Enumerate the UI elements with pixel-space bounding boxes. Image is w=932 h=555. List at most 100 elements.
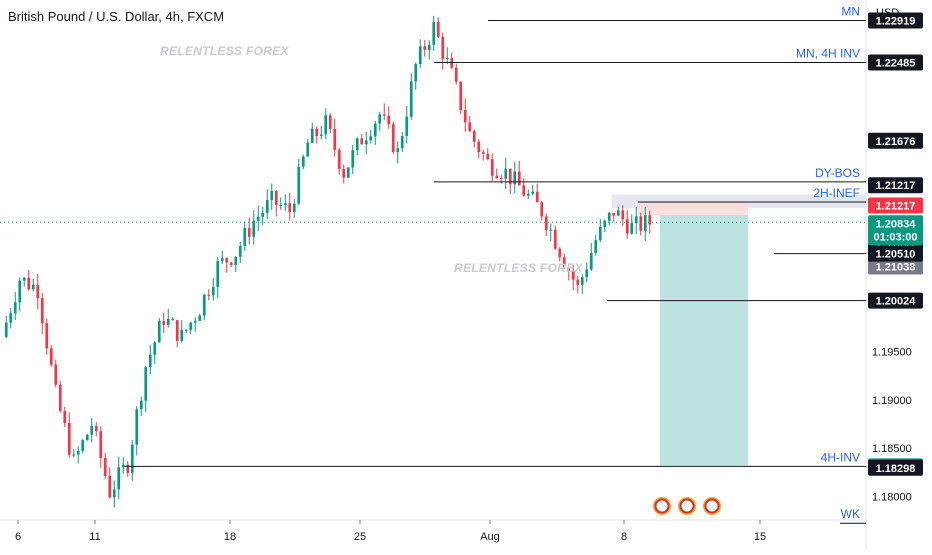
price-tag-bg <box>868 197 923 214</box>
candle-body <box>378 114 382 124</box>
price-tag: 1.22485 <box>876 57 916 69</box>
candle-body <box>90 425 94 435</box>
candle-body <box>225 258 229 263</box>
candle-body <box>459 81 463 111</box>
candle-body <box>643 215 647 231</box>
candle-body <box>423 46 427 50</box>
grid <box>0 0 867 550</box>
candle-body <box>621 210 625 220</box>
candle-body <box>144 367 148 401</box>
candle-body <box>247 228 251 237</box>
candle-body <box>94 425 98 432</box>
x-tick-label: 15 <box>754 531 766 543</box>
candle-body <box>351 150 355 168</box>
price-tag-bg <box>868 292 923 309</box>
candle-body <box>148 354 152 368</box>
currency-label: USD <box>876 7 900 19</box>
candle-body <box>553 229 557 249</box>
level-label: MN <box>841 4 860 18</box>
x-tick-label: 25 <box>354 531 366 543</box>
candle-body <box>576 279 580 285</box>
axes: 1.19500 1.19000 1.18500 1.18000 6 11 18 25 Aug 8 1… <box>15 346 912 543</box>
price-tag-bg <box>868 258 923 275</box>
candle-body <box>360 138 364 145</box>
price-tag: 1.18298 <box>876 463 916 475</box>
candle-body <box>499 178 503 180</box>
price-tag: 1.21038 <box>876 262 916 274</box>
level-label: MN, 4H INV <box>796 46 860 60</box>
candle-body <box>315 128 319 136</box>
x-tick-label: 18 <box>224 531 236 543</box>
candle-body <box>4 322 8 337</box>
candle-body <box>625 219 629 234</box>
candle-body <box>103 457 107 476</box>
candle-body <box>495 175 499 179</box>
level-label: WK <box>841 507 860 521</box>
candle-body <box>175 320 179 341</box>
candle-body <box>166 318 170 325</box>
candle-body <box>607 212 611 221</box>
candle-body <box>18 280 22 303</box>
candle-body <box>45 323 49 349</box>
candle-body <box>373 123 377 137</box>
candle-body <box>409 81 413 117</box>
candle-body <box>531 191 535 194</box>
candle-body <box>40 298 44 324</box>
current-price-tag-bg <box>868 215 923 246</box>
flag-icon-inner <box>654 498 670 514</box>
candle-body <box>387 115 391 125</box>
candle-body <box>76 450 80 455</box>
stop-zone <box>638 202 748 215</box>
candle-body <box>198 315 202 321</box>
candle-body <box>544 216 548 231</box>
candle-body <box>436 21 440 37</box>
candle-body <box>117 467 121 490</box>
candle-body <box>58 384 62 411</box>
candle-body <box>634 216 638 224</box>
candle-body <box>396 148 400 153</box>
candle-body <box>463 110 467 123</box>
candle-body <box>157 321 161 343</box>
candle-body <box>126 464 130 473</box>
price-tag-bg <box>868 177 923 194</box>
symbol-title[interactable]: British Pound / U.S. Dollar, 4h, FXCM <box>6 9 227 24</box>
price-tag: 1.22919 <box>876 15 916 27</box>
candle-body <box>63 410 67 424</box>
candle-body <box>477 141 481 153</box>
candle-body <box>238 245 242 257</box>
candle-body <box>234 256 238 265</box>
current-price-tag: 1.20834 <box>876 218 917 230</box>
candle-body <box>571 270 575 280</box>
flag-icon-inner <box>679 498 695 514</box>
watermark-center: RELENTLESS FOREX <box>454 261 583 275</box>
y-tick-label: 1.19500 <box>872 346 912 358</box>
candle-body <box>171 318 175 321</box>
candle-body <box>490 159 494 176</box>
candle-body <box>441 36 445 59</box>
candle-body <box>630 223 634 234</box>
y-tick-label: 1.18000 <box>872 492 912 504</box>
candle-body <box>153 342 157 355</box>
candle-body <box>274 190 278 206</box>
price-tag: 1.21217 <box>876 201 916 213</box>
candle-body <box>207 294 211 296</box>
candle-body <box>36 284 40 299</box>
candle-body <box>580 277 584 285</box>
candle-body <box>216 261 220 288</box>
price-tag: 1.20024 <box>876 296 917 308</box>
zones <box>612 194 866 466</box>
candle-body <box>180 329 184 341</box>
candle-body <box>306 142 310 157</box>
candle-body <box>405 116 409 136</box>
candle-body <box>220 258 224 262</box>
candle-body <box>639 216 643 231</box>
candle-body <box>162 321 166 325</box>
flag-icon-inner <box>704 498 720 514</box>
level-lines: MN MN, 4H INV DY-BOS 2H-INEF 4H-INV WK <box>124 4 866 524</box>
candle-body <box>400 135 404 149</box>
candle-body <box>337 149 341 170</box>
candle-body <box>328 115 332 129</box>
candle-body <box>589 253 593 270</box>
